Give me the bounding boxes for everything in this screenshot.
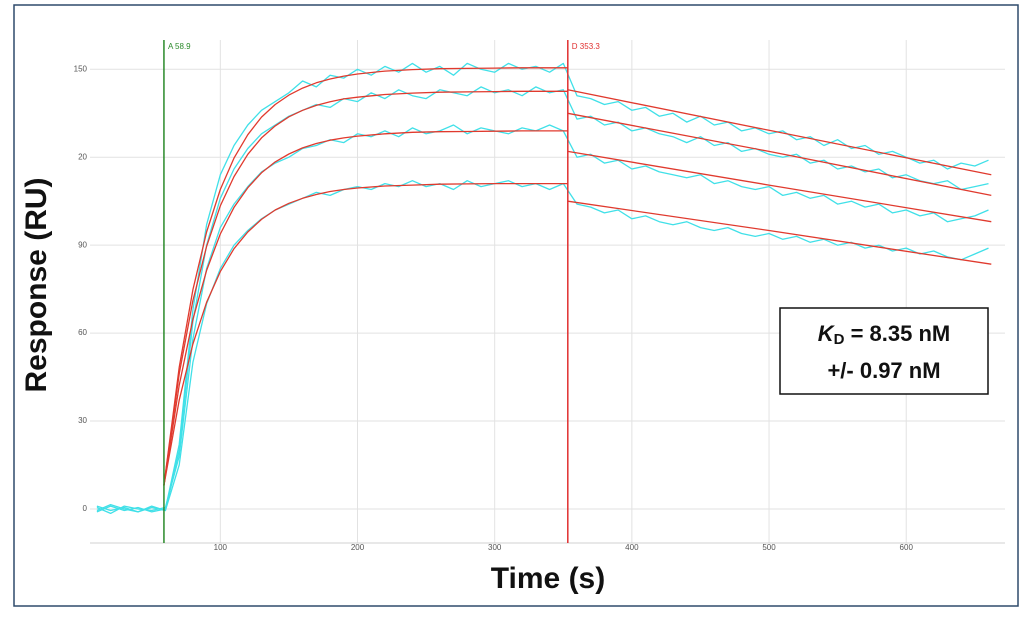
x-axis-label: Time (s) xyxy=(491,562,605,595)
series-line xyxy=(96,180,989,513)
series-line xyxy=(567,112,992,197)
y-tick-label: 60 xyxy=(78,328,87,337)
y-tick-label: 30 xyxy=(78,416,87,425)
series-line xyxy=(163,90,568,486)
y-tick-label: 0 xyxy=(83,504,88,513)
kd-symbol: K xyxy=(818,321,836,346)
series-line xyxy=(163,130,568,486)
series-line xyxy=(567,200,992,265)
plot-area: 0 30 60 90 20 150 100 200 300 400 500 600 A 58.9 D 35… xyxy=(74,40,1005,552)
kd-value: KD = 8.35 nM xyxy=(818,321,951,348)
series-line xyxy=(567,89,992,176)
x-tick-label: 100 xyxy=(214,543,228,552)
series-line xyxy=(96,86,989,513)
x-tick-label: 500 xyxy=(762,543,776,552)
marker-label: D 353.3 xyxy=(572,42,601,51)
y-tick-label: 150 xyxy=(74,64,88,73)
kd-subscript: D xyxy=(834,331,845,348)
series-line xyxy=(163,67,568,486)
kd-text: = 8.35 nM xyxy=(844,321,950,346)
x-tick-label: 300 xyxy=(488,543,502,552)
x-tick-label: 400 xyxy=(625,543,639,552)
frame xyxy=(13,4,1019,607)
series-line xyxy=(96,62,989,513)
y-tick-label: 20 xyxy=(78,152,87,161)
kd-box xyxy=(779,307,989,395)
kd-error: +/- 0.97 nM xyxy=(827,358,940,383)
y-tick-label: 90 xyxy=(78,240,87,249)
y-axis-label: Response (RU) xyxy=(20,177,53,392)
x-tick-label: 600 xyxy=(900,543,914,552)
series-line xyxy=(96,124,989,515)
marker-label: A 58.9 xyxy=(168,42,191,51)
x-tick-label: 200 xyxy=(351,543,365,552)
series-line xyxy=(163,182,568,486)
series-line xyxy=(567,150,992,223)
